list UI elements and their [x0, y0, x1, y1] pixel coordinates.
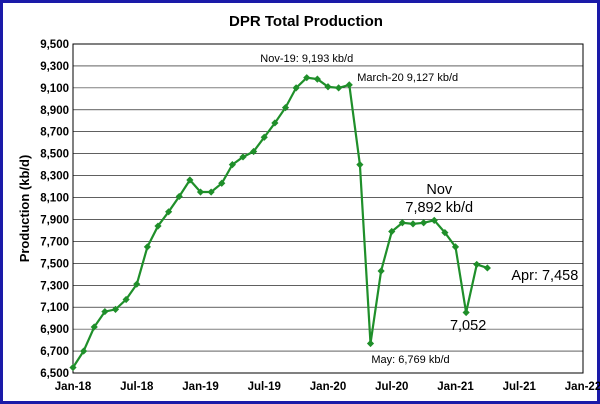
- annotation-label: May: 6,769 kb/d: [371, 354, 449, 366]
- data-point: [239, 153, 247, 161]
- annotation-label: Nov: [426, 182, 453, 198]
- data-point: [366, 339, 375, 348]
- y-tick-label: 8,700: [40, 127, 69, 139]
- y-axis-label: Production (kb/d): [17, 155, 32, 263]
- data-point: [165, 208, 173, 216]
- data-point: [473, 260, 481, 269]
- y-tick-label: 7,300: [40, 280, 69, 292]
- data-point: [101, 307, 109, 316]
- data-points: [69, 74, 491, 372]
- annotation-label: 7,892 kb/d: [405, 200, 473, 216]
- data-point: [462, 308, 470, 317]
- data-point: [420, 219, 428, 227]
- data-point: [228, 161, 236, 169]
- x-tick-label: Jul-19: [248, 381, 281, 393]
- data-point: [196, 188, 205, 196]
- series-line: [72, 76, 488, 369]
- data-point: [356, 161, 364, 169]
- y-tick-label: 6,700: [40, 346, 69, 358]
- data-point: [175, 192, 183, 201]
- plot-area: [72, 43, 584, 374]
- data-point: [80, 347, 88, 355]
- annotation-label: 7,052: [450, 318, 486, 334]
- y-tick-label: 8,500: [40, 149, 69, 161]
- data-point: [218, 179, 226, 187]
- y-tick-label: 6,900: [40, 324, 69, 336]
- y-tick-label: 9,300: [40, 61, 69, 73]
- chart-title: DPR Total Production: [229, 13, 383, 30]
- y-tick-label: 8,100: [40, 193, 69, 205]
- data-point: [345, 81, 353, 89]
- x-tick-label: Jul-21: [503, 381, 537, 393]
- data-point: [451, 243, 460, 251]
- data-point: [186, 176, 194, 184]
- data-point: [133, 280, 141, 288]
- x-tick-label: Jul-18: [120, 381, 154, 393]
- data-point: [271, 119, 279, 127]
- y-tick-label: 7,500: [40, 258, 69, 270]
- data-point: [398, 219, 406, 227]
- data-point: [122, 295, 130, 304]
- data-point: [335, 84, 343, 92]
- data-point: [303, 74, 311, 82]
- x-tick-label: Jan-22: [565, 381, 600, 393]
- data-point: [90, 323, 98, 331]
- x-tick-label: Jan-21: [437, 381, 474, 393]
- annotation-label: Apr: 7,458: [511, 268, 578, 284]
- x-tick-label: Jan-18: [55, 381, 92, 393]
- data-point: [409, 220, 417, 228]
- data-point: [69, 363, 77, 372]
- data-point: [250, 147, 258, 156]
- data-point: [260, 133, 268, 141]
- data-point: [111, 305, 120, 313]
- data-point: [292, 84, 300, 92]
- y-tick-label: 8,900: [40, 105, 69, 117]
- y-tick-label: 6,500: [40, 368, 69, 380]
- y-tick-label: 7,100: [40, 302, 69, 314]
- data-point: [377, 267, 385, 275]
- data-point: [207, 188, 215, 196]
- y-axis-ticks: 6,500 6,700 6,900 7,100 7,300 7,500 7,700 7,900…: [40, 39, 69, 380]
- data-point: [143, 243, 151, 251]
- data-point: [324, 83, 332, 91]
- y-tick-label: 9,500: [40, 39, 69, 51]
- data-point: [430, 216, 438, 224]
- data-point: [313, 75, 321, 83]
- data-point: [388, 227, 396, 236]
- x-tick-label: Jan-19: [182, 381, 218, 393]
- annotation-label: Nov-19: 9,193 kb/d: [260, 53, 353, 65]
- x-tick-label: Jul-20: [375, 381, 408, 393]
- x-axis-ticks: Jan-18 Jul-18 Jan-19 Jul-19 Jan-20 Jul-20 Jan-…: [55, 381, 600, 393]
- data-point: [281, 104, 290, 112]
- x-tick-label: Jan-20: [310, 381, 346, 393]
- y-tick-label: 7,700: [40, 236, 69, 248]
- data-point: [154, 222, 162, 230]
- data-point: [483, 264, 491, 272]
- y-tick-label: 7,900: [40, 214, 69, 226]
- y-tick-label: 9,100: [40, 83, 69, 95]
- annotations: Nov-19: 9,193 kb/d March-20 9,127 kb/d May…: [260, 53, 578, 366]
- data-point: [441, 229, 449, 237]
- y-tick-label: 8,300: [40, 171, 69, 183]
- gridlines: [73, 43, 583, 374]
- annotation-label: March-20 9,127 kb/d: [357, 72, 458, 84]
